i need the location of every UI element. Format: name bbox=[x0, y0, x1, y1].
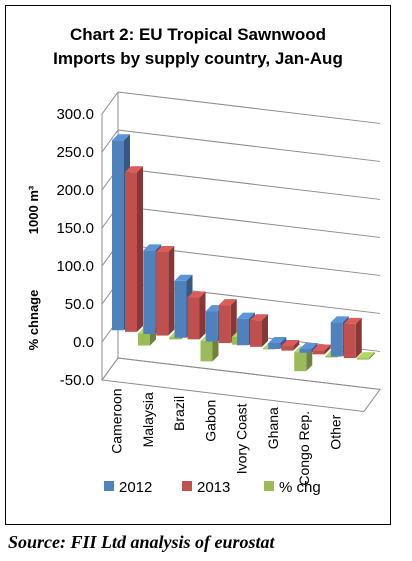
bar-top bbox=[250, 314, 268, 321]
bar-top bbox=[218, 299, 237, 306]
bar bbox=[174, 280, 187, 338]
bar-side bbox=[199, 291, 206, 340]
bar-side bbox=[137, 166, 143, 332]
gridline bbox=[117, 167, 381, 200]
chart-frame bbox=[5, 5, 391, 525]
bar-top bbox=[187, 291, 206, 298]
bar bbox=[187, 297, 200, 340]
bars bbox=[112, 134, 375, 372]
floor bbox=[101, 357, 381, 412]
bar-side bbox=[368, 352, 375, 360]
bar bbox=[143, 250, 156, 335]
bar bbox=[268, 342, 281, 350]
bar bbox=[237, 318, 249, 346]
bar-top bbox=[174, 274, 193, 281]
gridline-side bbox=[101, 129, 119, 153]
legend-swatch bbox=[264, 481, 274, 491]
bar bbox=[218, 305, 231, 344]
category-label: Cameroon bbox=[109, 388, 125, 453]
bar bbox=[294, 352, 307, 372]
legend-label: 2012 bbox=[119, 479, 152, 496]
bar bbox=[281, 346, 294, 351]
bar-side bbox=[262, 314, 268, 347]
y-tick-label: 0.0 bbox=[73, 334, 94, 351]
bar-side bbox=[324, 344, 331, 355]
gridline bbox=[117, 205, 381, 238]
bar-top bbox=[125, 166, 143, 173]
bar bbox=[343, 323, 356, 359]
bar bbox=[138, 333, 150, 346]
y-axis-label: 1000 m³ bbox=[26, 185, 41, 234]
bar bbox=[156, 251, 169, 336]
category-label: Other bbox=[327, 414, 343, 449]
y-axis-label-percent: % chnage bbox=[26, 290, 41, 351]
y-tick-label: -50.0 bbox=[60, 372, 94, 389]
legend-label: 2013 bbox=[197, 479, 230, 496]
bar-top bbox=[268, 336, 287, 343]
legend-swatch bbox=[182, 481, 192, 491]
bar-top bbox=[112, 134, 130, 141]
bar-side bbox=[168, 245, 175, 336]
bar bbox=[330, 322, 343, 357]
bar bbox=[205, 311, 218, 342]
y-tick-labels: 300.0 250.0 200.0 150.0 100.0 50.0 0.0 -50.0 bbox=[56, 106, 94, 389]
bar-top bbox=[143, 244, 162, 251]
bar-side bbox=[293, 340, 300, 351]
category-label: Brazil bbox=[171, 396, 187, 431]
category-label: Ivory Coast bbox=[234, 403, 250, 474]
bar-top bbox=[299, 342, 318, 349]
y-tick-label: 300.0 bbox=[56, 106, 94, 123]
bar bbox=[325, 355, 338, 358]
category-labels: Cameroon Malaysia Brazil Gabon Ivory Coast Gh… bbox=[109, 388, 344, 485]
y-tick-label: 150.0 bbox=[56, 220, 94, 237]
category-label: Malaysia bbox=[140, 392, 156, 447]
bar bbox=[312, 350, 325, 355]
legend-label: % chg bbox=[279, 479, 321, 496]
y-tick-label: 50.0 bbox=[65, 296, 94, 313]
bar-side bbox=[230, 299, 237, 344]
category-label: Ghana bbox=[265, 407, 281, 449]
chart-title-line-2: Imports by supply country, Jan-Aug bbox=[53, 49, 343, 68]
legend-swatch bbox=[104, 481, 114, 491]
bar-top bbox=[312, 344, 331, 351]
bar-top bbox=[281, 340, 300, 347]
source-caption: Source: FII Ltd analysis of eurostat bbox=[8, 532, 275, 552]
y-tick-label: 250.0 bbox=[56, 144, 94, 161]
bar bbox=[299, 348, 312, 353]
bar-top bbox=[343, 317, 362, 324]
bar-top bbox=[330, 316, 349, 323]
bar bbox=[112, 140, 124, 331]
bar-side bbox=[355, 317, 362, 359]
category-label: Congo Rep. bbox=[296, 411, 312, 486]
y-tick-label: 100.0 bbox=[56, 258, 94, 275]
legend: 2012 2013 % chg bbox=[104, 479, 321, 496]
bar bbox=[169, 337, 182, 340]
gridline bbox=[117, 129, 381, 162]
category-label: Gabon bbox=[202, 400, 218, 442]
chart-title-line-1: Chart 2: EU Tropical Sawnwood bbox=[70, 25, 326, 44]
bar-top bbox=[156, 245, 175, 252]
y-tick-label: 200.0 bbox=[56, 182, 94, 199]
bar bbox=[200, 340, 213, 362]
gridline bbox=[117, 91, 381, 124]
bar-top bbox=[356, 352, 375, 359]
bar-top bbox=[237, 312, 255, 319]
bar bbox=[356, 358, 369, 360]
bar bbox=[250, 320, 262, 347]
gridline-side bbox=[101, 91, 119, 115]
bar bbox=[125, 172, 137, 332]
